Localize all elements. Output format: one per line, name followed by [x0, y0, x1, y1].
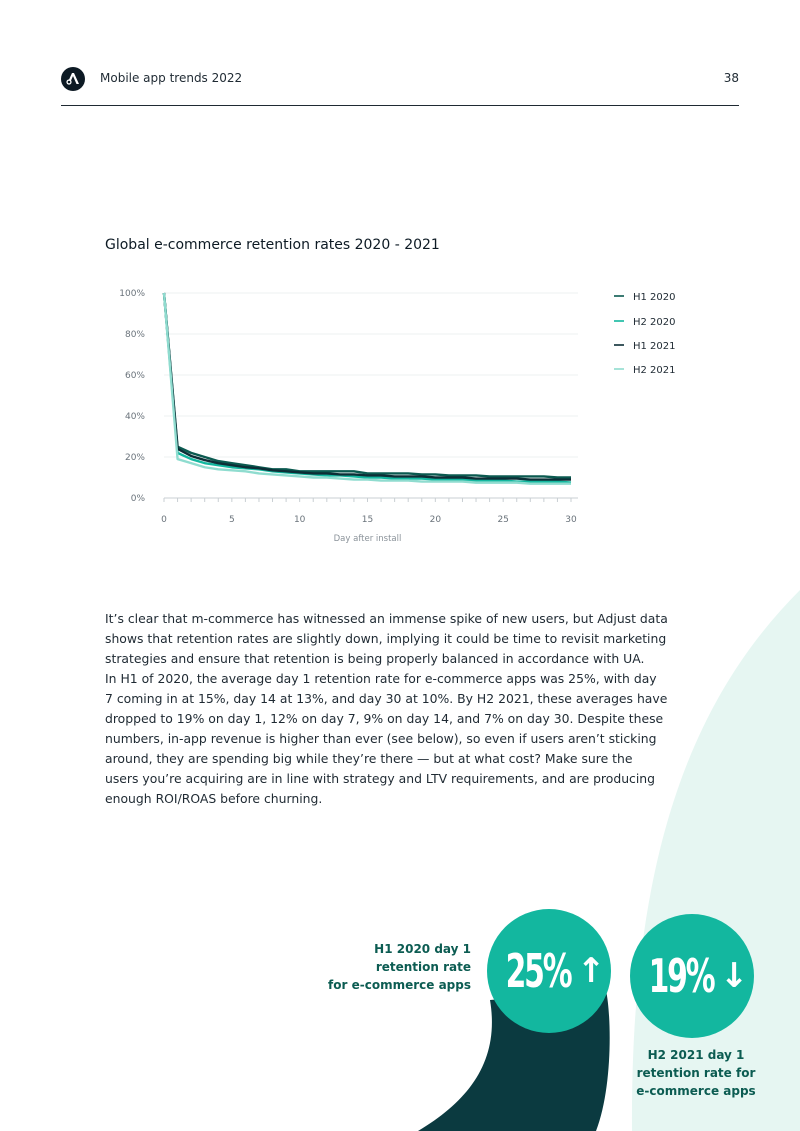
y-tick-label: 0%: [131, 494, 146, 504]
page-number: 38: [723, 71, 739, 85]
stat-label-h2-2021: H2 2021 day 1 retention rate for e-commerc…: [624, 1046, 768, 1100]
legend-label: H1 2021: [633, 341, 676, 352]
x-tick-label: 30: [565, 515, 577, 525]
stat-label-line: H2 2021 day 1: [647, 1048, 745, 1062]
stat-label-line: retention rate: [375, 960, 471, 974]
x-tick-label: 0: [161, 515, 167, 525]
body-paragraph: It’s clear that m-commerce has witnessed…: [105, 609, 668, 809]
x-tick-label: 25: [497, 515, 508, 525]
retention-line-chart: 0% 20% 40% 60% 80% 100% 0 5 10 15 20 25 30 Day after …: [119, 289, 676, 544]
legend-label: H2 2021: [633, 365, 676, 376]
arrow-down-icon: ↓: [719, 956, 749, 996]
adjust-logo-icon: [61, 67, 85, 91]
series-line-h1-2020: [162, 292, 571, 479]
stat-value-h2-2021: 19%: [648, 949, 715, 1003]
x-axis-label: Day after install: [334, 534, 402, 544]
x-tick-label: 5: [229, 515, 235, 525]
body-text-line: enough ROI/ROAS before churning.: [105, 791, 323, 806]
stat-label-line: e-commerce apps: [636, 1084, 756, 1098]
legend-label: H2 2020: [633, 317, 676, 328]
body-text-line: numbers, in-app revenue is higher than e…: [105, 731, 657, 746]
arrow-up-icon: ↑: [576, 951, 606, 991]
x-tick-label: 20: [430, 515, 442, 525]
y-tick-label: 20%: [125, 453, 145, 463]
chart-title: Global e-commerce retention rates 2020 -…: [105, 237, 440, 253]
y-tick-label: 40%: [125, 412, 145, 422]
y-tick-label: 80%: [125, 330, 145, 340]
series-line-h2-2021: [162, 292, 571, 485]
body-text-line: dropped to 19% on day 1, 12% on day 7, 9…: [105, 711, 664, 726]
page-header: Mobile app trends 2022 38: [61, 66, 739, 106]
y-tick-label: 100%: [119, 289, 145, 299]
stat-value-h1-2020: 25%: [505, 944, 572, 998]
stat-label-line: for e-commerce apps: [328, 978, 471, 992]
x-tick-label: 15: [362, 515, 373, 525]
body-text-line: shows that retention rates are slightly …: [105, 631, 667, 646]
stat-label-line: retention rate for: [636, 1066, 756, 1080]
y-tick-label: 60%: [125, 371, 145, 381]
stat-circle-h2-2021: 19% ↓: [630, 914, 754, 1038]
body-text-line: users you’re acquiring are in line with …: [105, 771, 656, 786]
series-line-h1-2021: [162, 292, 571, 481]
body-text-line: around, they are spending big while they…: [105, 751, 633, 766]
x-tick-label: 10: [294, 515, 306, 525]
body-text-line: strategies and ensure that retention is …: [105, 651, 645, 666]
series-line-h2-2020: [162, 292, 572, 484]
stat-circle-h1-2020: 25% ↑: [487, 909, 611, 1033]
body-text-line: In H1 of 2020, the average day 1 retenti…: [105, 671, 657, 686]
stat-label-line: H1 2020 day 1: [374, 942, 471, 956]
document-title: Mobile app trends 2022: [100, 71, 243, 85]
stat-label-h1-2020: H1 2020 day 1 retention rate for e-commerc…: [328, 940, 471, 994]
legend-label: H1 2020: [633, 292, 676, 303]
body-text-line: 7 coming in at 15%, day 14 at 13%, and d…: [105, 691, 668, 706]
body-text-line: It’s clear that m-commerce has witnessed…: [105, 611, 668, 626]
